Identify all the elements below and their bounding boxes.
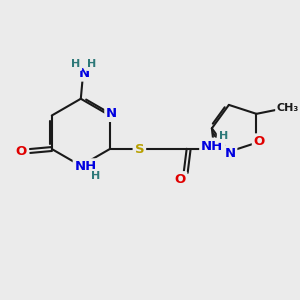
Text: NH: NH — [201, 140, 224, 153]
Text: H: H — [218, 131, 228, 141]
Text: H: H — [71, 59, 80, 69]
Text: S: S — [135, 142, 144, 155]
Text: H: H — [87, 59, 96, 69]
Text: O: O — [174, 173, 185, 186]
Text: N: N — [224, 147, 236, 160]
Text: N: N — [106, 107, 117, 120]
Text: CH₃: CH₃ — [277, 103, 299, 113]
Text: H: H — [91, 171, 100, 181]
Text: N: N — [79, 67, 90, 80]
Text: NH: NH — [75, 160, 97, 173]
Text: O: O — [16, 146, 27, 158]
Text: O: O — [254, 135, 265, 148]
